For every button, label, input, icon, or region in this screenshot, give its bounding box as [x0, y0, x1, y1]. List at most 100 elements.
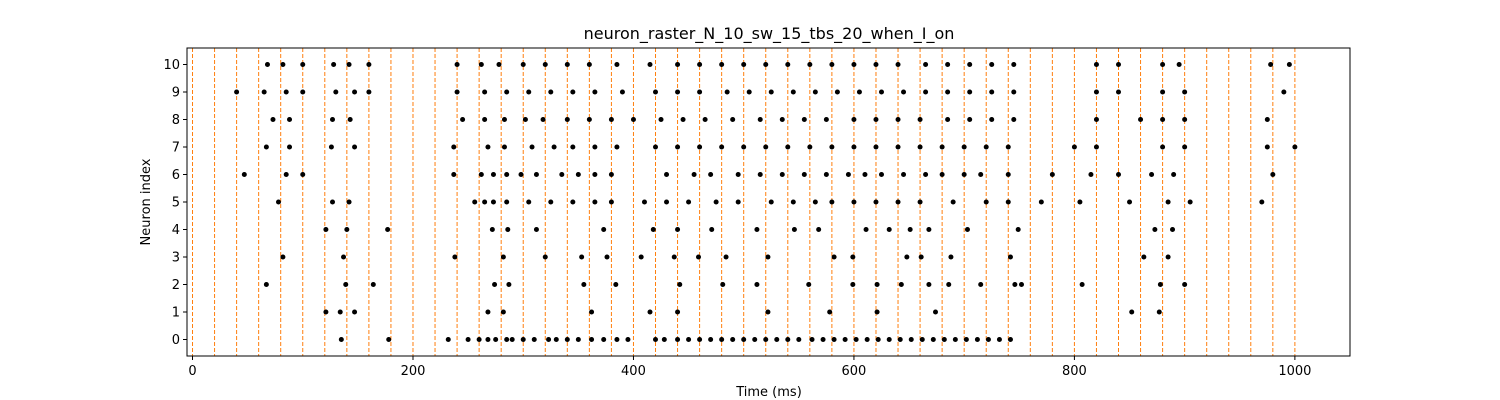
- spike-point: [964, 227, 970, 232]
- spike-point: [1141, 254, 1147, 260]
- y-tick-label: 8: [172, 113, 180, 128]
- spike-point: [952, 337, 958, 342]
- spike-point: [791, 227, 797, 232]
- spike-point: [1116, 172, 1122, 177]
- spike-point: [489, 227, 495, 232]
- spike-point: [961, 172, 967, 177]
- spike-point: [939, 144, 945, 150]
- spike-point: [234, 89, 240, 95]
- spike-point: [280, 254, 286, 260]
- spike-point: [300, 62, 306, 67]
- spike-point: [482, 199, 488, 205]
- spike-point: [465, 337, 471, 342]
- spike-point: [686, 199, 692, 205]
- spike-point: [529, 144, 535, 150]
- spike-point: [490, 172, 496, 177]
- spike-point: [1093, 117, 1099, 122]
- spike-point: [263, 282, 269, 287]
- spike-point: [647, 309, 653, 315]
- spike-point: [570, 144, 576, 150]
- spike-point: [801, 117, 807, 122]
- spike-point: [564, 62, 570, 67]
- spike-point: [831, 254, 837, 260]
- spike-point: [757, 117, 763, 122]
- spike-point: [664, 172, 670, 177]
- spike-point: [785, 144, 791, 150]
- spike-point: [823, 117, 829, 122]
- spike-point: [476, 337, 482, 342]
- spike-point: [807, 144, 813, 150]
- spike-point: [1264, 117, 1270, 122]
- spike-point: [1182, 144, 1188, 150]
- spike-point: [653, 337, 659, 342]
- spike-point: [1005, 199, 1011, 205]
- spike-point: [570, 89, 576, 95]
- spike-point: [323, 309, 329, 315]
- y-tick-label: 5: [172, 196, 180, 211]
- spike-point: [328, 144, 334, 150]
- spike-point: [575, 337, 581, 342]
- spike-point: [735, 172, 741, 177]
- spike-point: [730, 117, 736, 122]
- spike-point: [546, 337, 552, 342]
- spike-point: [820, 337, 826, 342]
- spike-point: [520, 337, 526, 342]
- spike-point: [697, 144, 703, 150]
- spike-point: [985, 337, 991, 342]
- spike-point: [522, 117, 528, 122]
- spike-point: [961, 144, 967, 150]
- spike-point: [540, 117, 546, 122]
- spike-point: [485, 309, 491, 315]
- spike-point: [779, 172, 785, 177]
- spike-point: [967, 89, 973, 95]
- spike-point: [768, 199, 774, 205]
- spike-point: [873, 144, 879, 150]
- spike-point: [300, 89, 306, 95]
- spike-point: [923, 62, 929, 67]
- spike-point: [901, 172, 907, 177]
- spike-point: [708, 337, 714, 342]
- x-axis-label: Time (ms): [735, 385, 802, 400]
- spike-point: [608, 172, 614, 177]
- spike-point: [719, 62, 725, 67]
- spike-point: [548, 199, 554, 205]
- y-tick-label: 10: [163, 58, 180, 73]
- spike-point: [454, 89, 460, 95]
- spike-point: [586, 117, 592, 122]
- spike-point: [1270, 172, 1276, 177]
- spike-point: [625, 337, 631, 342]
- spike-point: [460, 117, 466, 122]
- spike-point: [1018, 282, 1024, 287]
- spike-point: [946, 282, 952, 287]
- spike-point: [1138, 117, 1144, 122]
- spike-point: [1005, 172, 1011, 177]
- spike-point: [1049, 172, 1055, 177]
- spike-point: [1187, 199, 1193, 205]
- spike-point: [1165, 254, 1171, 260]
- spike-point: [472, 199, 478, 205]
- spike-point: [708, 172, 714, 177]
- spike-point: [653, 144, 659, 150]
- spike-point: [774, 337, 780, 342]
- spike-point: [895, 62, 901, 67]
- spike-point: [564, 337, 570, 342]
- spike-point: [506, 282, 512, 287]
- spike-point: [851, 117, 857, 122]
- spike-point: [496, 62, 502, 67]
- spike-point: [263, 144, 269, 150]
- spike-point: [592, 172, 598, 177]
- spike-point: [664, 199, 670, 205]
- spike-point: [492, 282, 498, 287]
- spike-point: [878, 172, 884, 177]
- spike-point: [779, 117, 785, 122]
- spike-point: [1281, 89, 1287, 95]
- spike-point: [614, 144, 620, 150]
- spike-point: [1171, 172, 1177, 177]
- spike-point: [697, 337, 703, 342]
- spike-point: [601, 227, 607, 232]
- spike-point: [504, 337, 510, 342]
- spike-point: [647, 62, 653, 67]
- spike-point: [1007, 254, 1013, 260]
